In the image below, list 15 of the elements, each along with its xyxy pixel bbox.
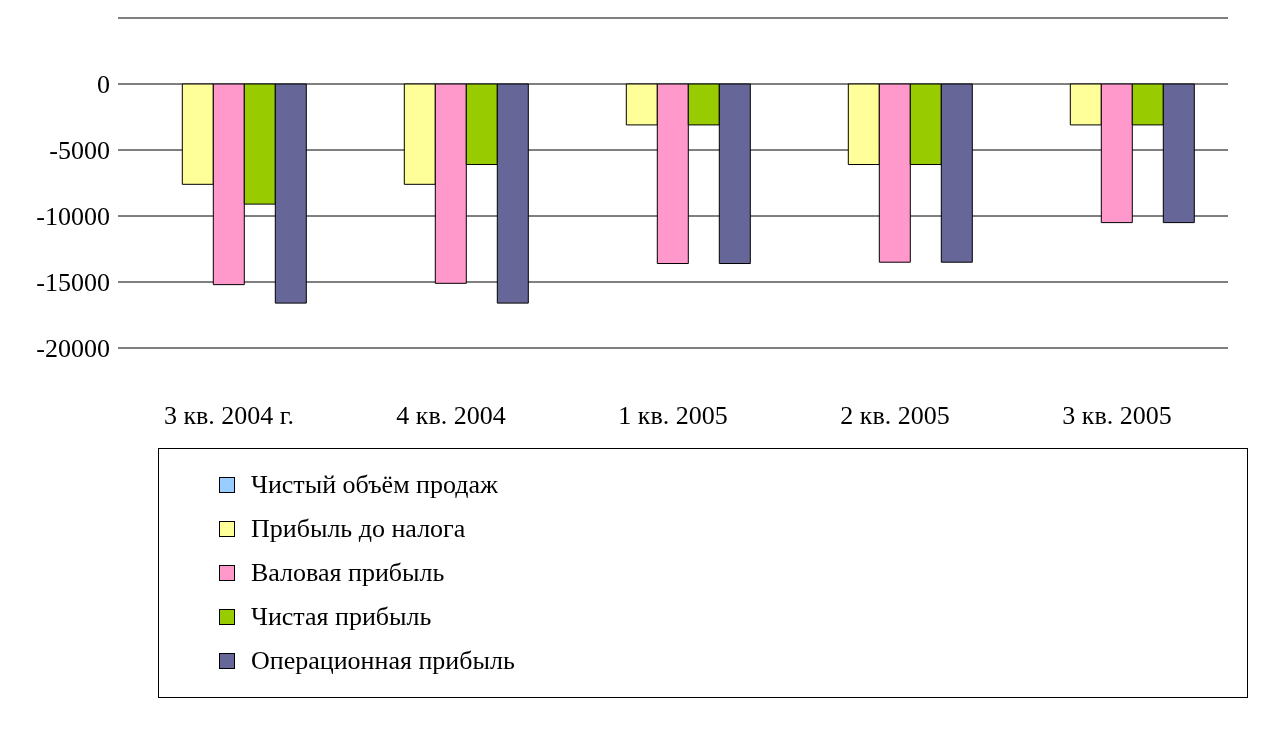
x-tick-label: 3 кв. 2005: [1062, 401, 1172, 431]
x-tick-label: 3 кв. 2004 г.: [163, 401, 295, 431]
legend-label: Чистая прибыль: [251, 602, 432, 632]
legend-label: Операционная прибыль: [251, 646, 515, 676]
y-tick-label: 0: [97, 70, 110, 100]
x-tick-label: 4 кв. 2004: [396, 401, 506, 431]
y-tick-label: -20000: [36, 334, 110, 364]
y-tick-label: -5000: [49, 136, 110, 166]
legend-label: Валовая прибыль: [251, 558, 445, 588]
x-tick-label: 1 кв. 2005: [618, 401, 728, 431]
legend-label: Чистый объём продаж: [251, 470, 499, 500]
y-tick-label: -10000: [36, 202, 110, 232]
x-tick-label: 2 кв. 2005: [840, 401, 950, 431]
legend-label: Прибыль до налога: [251, 514, 466, 544]
y-tick-label: -15000: [36, 268, 110, 298]
